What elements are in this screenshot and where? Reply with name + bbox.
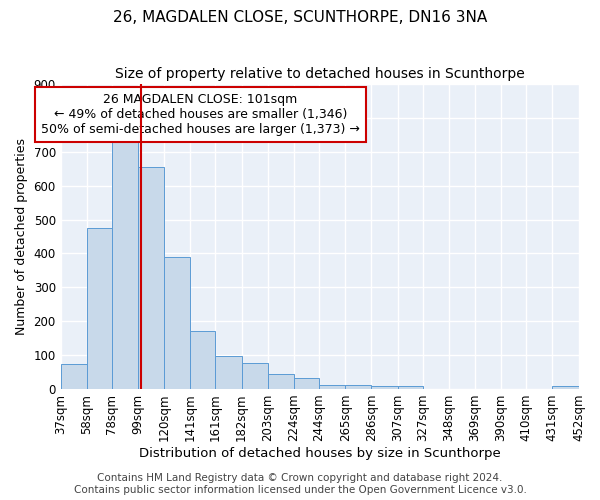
Bar xyxy=(268,374,294,389)
Bar xyxy=(398,386,422,389)
Bar xyxy=(164,257,190,389)
Bar xyxy=(294,378,319,389)
Bar xyxy=(61,364,87,389)
X-axis label: Distribution of detached houses by size in Scunthorpe: Distribution of detached houses by size … xyxy=(139,447,500,460)
Bar xyxy=(371,386,398,389)
Bar xyxy=(319,385,345,389)
Bar xyxy=(112,138,138,389)
Text: Contains HM Land Registry data © Crown copyright and database right 2024.
Contai: Contains HM Land Registry data © Crown c… xyxy=(74,474,526,495)
Bar xyxy=(242,363,268,389)
Bar xyxy=(215,356,242,389)
Bar xyxy=(345,385,371,389)
Bar xyxy=(552,386,578,389)
Bar xyxy=(138,167,164,389)
Text: 26 MAGDALEN CLOSE: 101sqm
← 49% of detached houses are smaller (1,346)
50% of se: 26 MAGDALEN CLOSE: 101sqm ← 49% of detac… xyxy=(41,93,360,136)
Bar xyxy=(190,330,215,389)
Text: 26, MAGDALEN CLOSE, SCUNTHORPE, DN16 3NA: 26, MAGDALEN CLOSE, SCUNTHORPE, DN16 3NA xyxy=(113,10,487,25)
Y-axis label: Number of detached properties: Number of detached properties xyxy=(15,138,28,335)
Title: Size of property relative to detached houses in Scunthorpe: Size of property relative to detached ho… xyxy=(115,68,524,82)
Bar xyxy=(87,228,112,389)
